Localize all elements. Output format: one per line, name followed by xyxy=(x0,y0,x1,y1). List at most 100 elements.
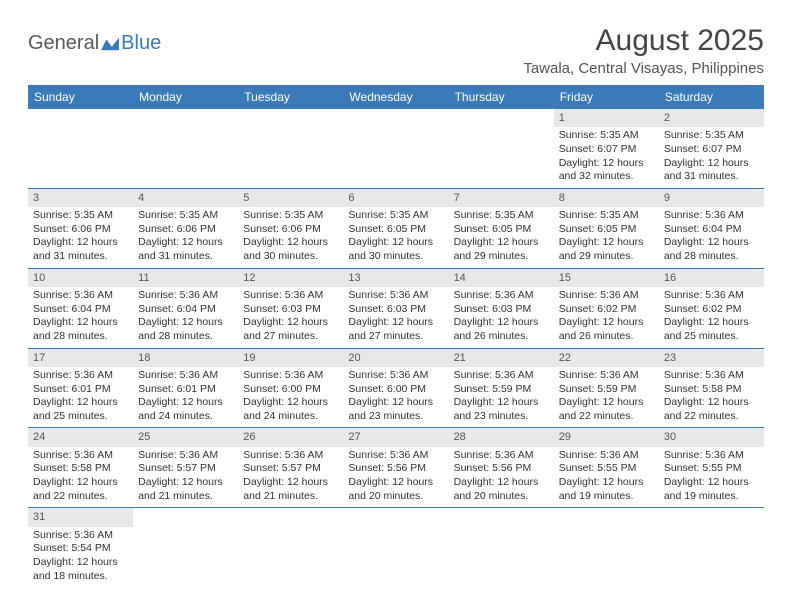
sunset-text: Sunset: 6:00 PM xyxy=(243,383,338,397)
day-details: Sunrise: 5:36 AMSunset: 6:04 PMDaylight:… xyxy=(28,287,133,348)
logo-text-general: General xyxy=(28,32,99,55)
day-number: 24 xyxy=(28,428,133,446)
sunset-text: Sunset: 5:57 PM xyxy=(243,462,338,476)
day-cell: 11Sunrise: 5:36 AMSunset: 6:04 PMDayligh… xyxy=(133,269,238,348)
day-details: Sunrise: 5:36 AMSunset: 5:55 PMDaylight:… xyxy=(659,447,764,508)
day-cell: 2Sunrise: 5:35 AMSunset: 6:07 PMDaylight… xyxy=(659,109,764,188)
day-details: Sunrise: 5:35 AMSunset: 6:05 PMDaylight:… xyxy=(343,207,448,268)
day-cell: 18Sunrise: 5:36 AMSunset: 6:01 PMDayligh… xyxy=(133,349,238,428)
day-number: 6 xyxy=(343,189,448,207)
day-cell: 8Sunrise: 5:35 AMSunset: 6:05 PMDaylight… xyxy=(554,189,659,268)
sunrise-text: Sunrise: 5:35 AM xyxy=(664,129,759,143)
day-details: Sunrise: 5:36 AMSunset: 6:00 PMDaylight:… xyxy=(343,367,448,428)
day-number: 15 xyxy=(554,269,659,287)
empty-cell xyxy=(238,109,343,188)
day-number: 29 xyxy=(554,428,659,446)
sunset-text: Sunset: 5:56 PM xyxy=(348,462,443,476)
sunrise-text: Sunrise: 5:35 AM xyxy=(33,209,128,223)
week-row: 17Sunrise: 5:36 AMSunset: 6:01 PMDayligh… xyxy=(28,349,764,429)
daylight-text: Daylight: 12 hours and 20 minutes. xyxy=(454,476,549,503)
day-cell: 19Sunrise: 5:36 AMSunset: 6:00 PMDayligh… xyxy=(238,349,343,428)
day-details: Sunrise: 5:35 AMSunset: 6:05 PMDaylight:… xyxy=(449,207,554,268)
weekday-monday: Monday xyxy=(133,85,238,109)
weekday-friday: Friday xyxy=(554,85,659,109)
sunset-text: Sunset: 5:55 PM xyxy=(559,462,654,476)
sunrise-text: Sunrise: 5:35 AM xyxy=(559,209,654,223)
weekday-tuesday: Tuesday xyxy=(238,85,343,109)
daylight-text: Daylight: 12 hours and 25 minutes. xyxy=(33,396,128,423)
daylight-text: Daylight: 12 hours and 24 minutes. xyxy=(138,396,233,423)
day-cell: 30Sunrise: 5:36 AMSunset: 5:55 PMDayligh… xyxy=(659,428,764,507)
day-number: 1 xyxy=(554,109,659,127)
sunrise-text: Sunrise: 5:36 AM xyxy=(243,449,338,463)
sunrise-text: Sunrise: 5:36 AM xyxy=(559,369,654,383)
day-cell: 9Sunrise: 5:36 AMSunset: 6:04 PMDaylight… xyxy=(659,189,764,268)
day-number: 23 xyxy=(659,349,764,367)
sunset-text: Sunset: 5:58 PM xyxy=(664,383,759,397)
daylight-text: Daylight: 12 hours and 23 minutes. xyxy=(348,396,443,423)
daylight-text: Daylight: 12 hours and 25 minutes. xyxy=(664,316,759,343)
week-row: 1 Sunrise: 5:35 AM Sunset: 6:07 PMDaylight… xyxy=(28,109,764,189)
title-block: August 2025 Tawala, Central Visayas, Phi… xyxy=(523,24,764,77)
sunset-text: Sunset: 6:02 PM xyxy=(664,303,759,317)
day-number: 28 xyxy=(449,428,554,446)
sunrise-text: Sunrise: 5:36 AM xyxy=(33,529,128,543)
sunrise-text: Sunrise: 5:35 AM xyxy=(348,209,443,223)
sunset-text: Sunset: 6:04 PM xyxy=(664,223,759,237)
day-details: Sunrise: 5:36 AMSunset: 6:01 PMDaylight:… xyxy=(133,367,238,428)
day-details: Sunrise: 5:36 AMSunset: 5:56 PMDaylight:… xyxy=(343,447,448,508)
sunset-text: Sunset: 5:58 PM xyxy=(33,462,128,476)
sunrise-text: Sunrise: 5:36 AM xyxy=(454,449,549,463)
logo: General Blue xyxy=(28,32,161,55)
sunrise-text: Sunrise: 5:36 AM xyxy=(138,289,233,303)
day-cell: 10Sunrise: 5:36 AMSunset: 6:04 PMDayligh… xyxy=(28,269,133,348)
sunrise-text: Sunrise: 5:36 AM xyxy=(664,289,759,303)
day-details: Sunrise: 5:36 AMSunset: 5:59 PMDaylight:… xyxy=(554,367,659,428)
sunset-text: Sunset: 6:05 PM xyxy=(348,223,443,237)
day-number: 2 xyxy=(659,109,764,127)
day-number: 7 xyxy=(449,189,554,207)
empty-cell xyxy=(133,109,238,188)
sunrise-text: Sunrise: 5:36 AM xyxy=(33,449,128,463)
day-cell: 1Sunrise: 5:35 AMSunset: 6:07 PMDaylight… xyxy=(554,109,659,188)
day-cell: 14Sunrise: 5:36 AMSunset: 6:03 PMDayligh… xyxy=(449,269,554,348)
empty-cell xyxy=(238,508,343,587)
daylight-text: Daylight: 12 hours and 30 minutes. xyxy=(348,236,443,263)
sunset-text: Sunset: 5:55 PM xyxy=(664,462,759,476)
empty-cell xyxy=(449,508,554,587)
daylight-text: Daylight: 12 hours and 32 minutes. xyxy=(559,157,654,184)
day-details: Sunrise: 5:36 AMSunset: 5:58 PMDaylight:… xyxy=(659,367,764,428)
day-number: 31 xyxy=(28,508,133,526)
day-number: 18 xyxy=(133,349,238,367)
sunset-text: Sunset: 5:56 PM xyxy=(454,462,549,476)
sunrise-text: Sunrise: 5:36 AM xyxy=(348,289,443,303)
calendar-body: 1Sunrise: 5:35 AMSunset: 6:07 PMDaylight… xyxy=(28,109,764,587)
sunset-text: Sunset: 6:06 PM xyxy=(138,223,233,237)
sunset-text: Sunset: 6:03 PM xyxy=(243,303,338,317)
sunset-text: Sunset: 6:04 PM xyxy=(33,303,128,317)
day-cell: 6Sunrise: 5:35 AMSunset: 6:05 PMDaylight… xyxy=(343,189,448,268)
day-details: Sunrise: 5:36 AMSunset: 6:03 PMDaylight:… xyxy=(238,287,343,348)
sunset-text: Sunset: 6:00 PM xyxy=(348,383,443,397)
empty-cell xyxy=(133,508,238,587)
sunrise-text: Sunrise: 5:36 AM xyxy=(243,289,338,303)
sunset-text: Sunset: 6:07 PM xyxy=(559,143,654,157)
day-details: Sunrise: 5:36 AMSunset: 6:00 PMDaylight:… xyxy=(238,367,343,428)
daylight-text: Daylight: 12 hours and 27 minutes. xyxy=(348,316,443,343)
day-cell: 22Sunrise: 5:36 AMSunset: 5:59 PMDayligh… xyxy=(554,349,659,428)
sunrise-text: Sunrise: 5:36 AM xyxy=(138,369,233,383)
day-cell: 16Sunrise: 5:36 AMSunset: 6:02 PMDayligh… xyxy=(659,269,764,348)
day-details: Sunrise: 5:36 AMSunset: 5:54 PMDaylight:… xyxy=(28,527,133,588)
daylight-text: Daylight: 12 hours and 18 minutes. xyxy=(33,556,128,583)
sunset-text: Sunset: 6:03 PM xyxy=(454,303,549,317)
day-cell: 21Sunrise: 5:36 AMSunset: 5:59 PMDayligh… xyxy=(449,349,554,428)
day-number: 21 xyxy=(449,349,554,367)
sunset-text: Sunset: 6:01 PM xyxy=(138,383,233,397)
sunrise-text: Sunrise: 5:36 AM xyxy=(664,449,759,463)
daylight-text: Daylight: 12 hours and 26 minutes. xyxy=(454,316,549,343)
day-details: Sunrise: 5:36 AMSunset: 5:57 PMDaylight:… xyxy=(133,447,238,508)
day-details: Sunrise: 5:36 AMSunset: 6:04 PMDaylight:… xyxy=(133,287,238,348)
header: General Blue August 2025 Tawala, Central… xyxy=(28,24,764,77)
daylight-text: Daylight: 12 hours and 21 minutes. xyxy=(138,476,233,503)
daylight-text: Daylight: 12 hours and 29 minutes. xyxy=(454,236,549,263)
